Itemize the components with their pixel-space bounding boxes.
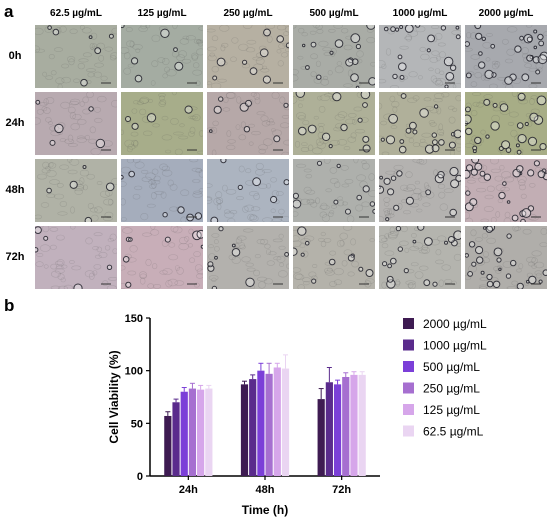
bar: [281, 368, 290, 476]
micrograph-image: [465, 92, 547, 155]
y-axis-label: Cell Viability (%): [107, 350, 121, 443]
timepoint-label: 72h: [5, 251, 25, 263]
bar: [325, 382, 333, 476]
micrograph-image: [207, 226, 289, 289]
micrograph-image: [207, 92, 289, 155]
bar: [205, 388, 213, 476]
legend-label: 2000 µg/mL: [423, 317, 487, 331]
panel-b-label: b: [4, 296, 15, 315]
bar: [333, 384, 342, 476]
bar: [257, 370, 265, 476]
y-tick-label: 150: [125, 313, 143, 325]
micrograph-image: [121, 226, 203, 289]
y-tick-label: 100: [125, 366, 143, 378]
micrograph-image: [207, 25, 289, 88]
legend-swatch: [403, 404, 414, 415]
y-tick-label: 50: [131, 418, 143, 430]
concentration-label: 125 µg/mL: [137, 8, 187, 19]
panel-a-label: a: [4, 2, 14, 21]
micrograph-image: [293, 25, 375, 88]
bar: [317, 399, 325, 476]
micrograph-image: [121, 25, 203, 88]
bar: [164, 415, 172, 476]
x-tick-label: 24h: [179, 484, 198, 496]
bar: [358, 374, 366, 476]
micrograph-image: [121, 92, 203, 155]
micrograph-image: [293, 159, 375, 222]
timepoint-label: 0h: [8, 50, 22, 62]
micrograph-image: [35, 159, 117, 222]
micrograph-image: [207, 159, 289, 222]
concentration-label: 1000 µg/mL: [392, 8, 448, 19]
concentration-label: 250 µg/mL: [223, 8, 273, 19]
micrograph-image: [465, 25, 547, 88]
legend-swatch: [403, 382, 414, 394]
bar: [265, 373, 273, 476]
bar: [172, 402, 180, 476]
y-tick-label: 0: [137, 471, 143, 483]
micrograph-image: [293, 226, 375, 289]
bar: [188, 388, 197, 476]
micrograph-image: [293, 92, 375, 155]
bar: [240, 384, 249, 476]
micrograph-image: [379, 159, 461, 222]
micrograph-image: [121, 159, 203, 222]
x-tick-label: 72h: [332, 484, 351, 496]
concentration-label: 2000 µg/mL: [478, 8, 534, 19]
bar: [180, 391, 188, 476]
micrograph-image: [465, 159, 547, 222]
micrograph-image: [379, 25, 461, 88]
bar: [350, 374, 358, 476]
viability-bar-chart: 0 50 100 150 Cell Viability (%) Time (h) 24h 48…: [107, 313, 487, 517]
timepoint-label: 48h: [5, 184, 25, 196]
legend-swatch: [403, 361, 414, 372]
micrograph-image: [379, 92, 461, 155]
micrograph-image: [35, 226, 117, 289]
timepoint-label: 24h: [5, 117, 25, 129]
legend-swatch: [403, 318, 414, 329]
legend-swatch: [403, 339, 414, 351]
x-tick-label: 48h: [256, 484, 275, 496]
bar: [249, 379, 257, 476]
micrograph-image: [35, 25, 117, 88]
bar: [197, 389, 205, 476]
micrograph-image: [35, 92, 117, 155]
legend-label: 250 µg/mL: [423, 382, 480, 396]
micrograph-image: [379, 226, 461, 289]
legend-swatch: [403, 425, 414, 437]
concentration-label: 62.5 µg/mL: [50, 8, 102, 19]
x-axis-label: Time (h): [242, 503, 288, 517]
concentration-label: 500 µg/mL: [309, 8, 359, 19]
legend-label: 1000 µg/mL: [423, 339, 487, 353]
legend-label: 62.5 µg/mL: [423, 425, 484, 439]
legend-label: 125 µg/mL: [423, 403, 480, 417]
bar: [273, 367, 281, 476]
bar: [342, 376, 350, 476]
micrograph-image: [465, 226, 547, 289]
legend-label: 500 µg/mL: [423, 360, 480, 374]
